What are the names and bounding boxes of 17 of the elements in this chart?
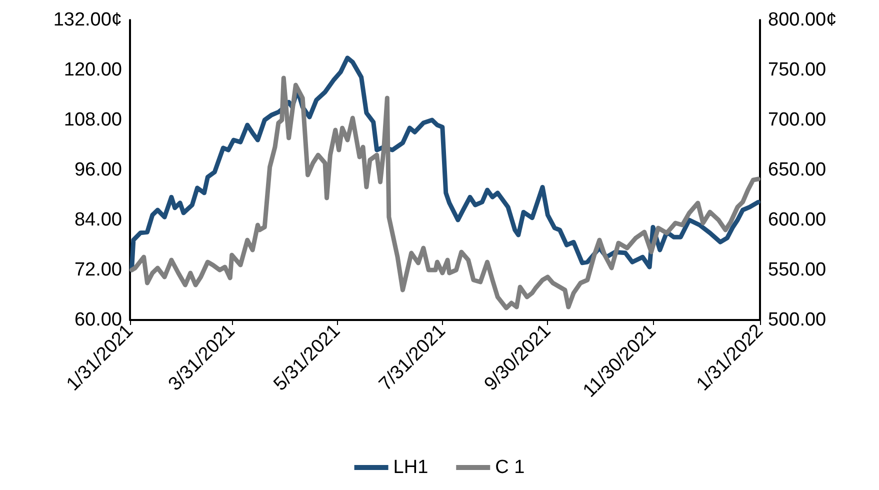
y2-tick-label: 600.00 (768, 210, 826, 230)
y-tick-label: 132.00¢ (53, 10, 122, 30)
y2-tick-label: 650.00 (768, 160, 826, 180)
y2-tick-label: 550.00 (768, 260, 826, 280)
y-tick-label: 84.00 (74, 210, 122, 230)
legend-label: LH1 (393, 457, 428, 478)
y-tick-label: 108.00 (64, 110, 122, 130)
y2-tick-label: 800.00¢ (768, 10, 837, 30)
y2-tick-label: 700.00 (768, 110, 826, 130)
line-series (129, 56, 761, 272)
y-tick-label: 72.00 (74, 260, 122, 280)
y2-tick-label: 750.00 (768, 60, 826, 80)
y2-tick-label: 500.00 (768, 310, 826, 330)
y-tick-label: 96.00 (74, 160, 122, 180)
legend-label: C 1 (495, 457, 525, 478)
y-tick-label: 120.00 (64, 60, 122, 80)
line-series (129, 76, 761, 310)
